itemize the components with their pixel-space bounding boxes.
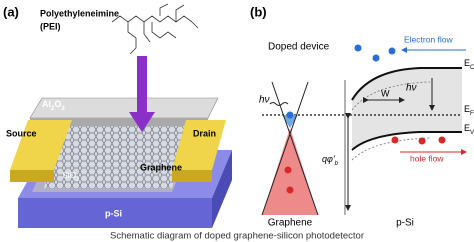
shape-polyline	[191, 21, 199, 29]
shape-circle	[286, 111, 294, 119]
shape-circle	[391, 136, 399, 144]
ev-label: EV	[464, 123, 474, 135]
molecule-abbr: (PEI)	[40, 21, 61, 31]
sio2-label: SiO2	[62, 170, 80, 182]
graphene-axis-label: Graphene	[268, 218, 313, 229]
shape-polygon	[44, 126, 190, 188]
photon-label: hν	[259, 95, 270, 106]
panel-label: (b)	[250, 4, 267, 19]
shape-circle	[286, 186, 294, 194]
width-label: W	[381, 88, 390, 98]
shape-path	[269, 102, 289, 106]
shape-polygon	[172, 170, 212, 182]
shape-circle	[284, 166, 292, 174]
hole-flow-label: hole flow	[410, 153, 444, 163]
source-label: Source	[6, 128, 37, 138]
shape-path	[351, 67, 462, 101]
drain-label: Drain	[193, 128, 216, 138]
shape-circle	[354, 44, 362, 52]
shape-polygon	[212, 150, 232, 228]
shape-path	[351, 131, 462, 151]
shape-circle	[418, 137, 426, 145]
shape-line	[261, 81, 309, 216]
shape-polyline	[175, 4, 185, 22]
shape-polyline	[151, 22, 177, 39]
pei-molecule	[111, 3, 199, 55]
ec-label: EC	[464, 58, 474, 70]
shape-polyline	[159, 3, 169, 16]
barrier-label: qφ'b	[322, 154, 339, 166]
psi-axis-label: p-Si	[396, 218, 414, 229]
shape-polygon	[129, 112, 155, 132]
ef-label: EF	[464, 104, 474, 116]
shape-rect	[137, 56, 147, 114]
shape-path	[351, 137, 431, 161]
substrate-label: p-Si	[105, 208, 122, 218]
photon-label: hν	[406, 83, 417, 94]
shape-polygon	[18, 198, 212, 228]
shape-circle	[438, 136, 446, 144]
molecule-name: Polyethyleneimine	[40, 8, 119, 18]
panel-label: (a)	[3, 4, 19, 19]
shape-line	[271, 81, 319, 216]
shape-circle	[388, 47, 396, 55]
caption: Schematic diagram of doped graphene-sili…	[110, 231, 364, 242]
shape-polyline	[111, 15, 193, 23]
shape-polygon	[10, 120, 72, 170]
shape-polygon	[10, 170, 54, 182]
shape-polygon	[30, 118, 208, 126]
shape-polygon	[282, 115, 298, 128]
al2o3-label: Al2O3	[42, 99, 65, 111]
graphene-label: Graphene	[140, 162, 182, 172]
shape-path	[352, 68, 462, 150]
shape-polyline	[127, 22, 137, 55]
shape-polygon	[172, 120, 226, 170]
shape-circle	[372, 54, 380, 62]
shape-path	[351, 81, 431, 111]
electron-flow-label: Electron flow	[404, 34, 454, 44]
panel-title: Doped device	[268, 42, 330, 53]
shape-polyline	[143, 22, 151, 43]
